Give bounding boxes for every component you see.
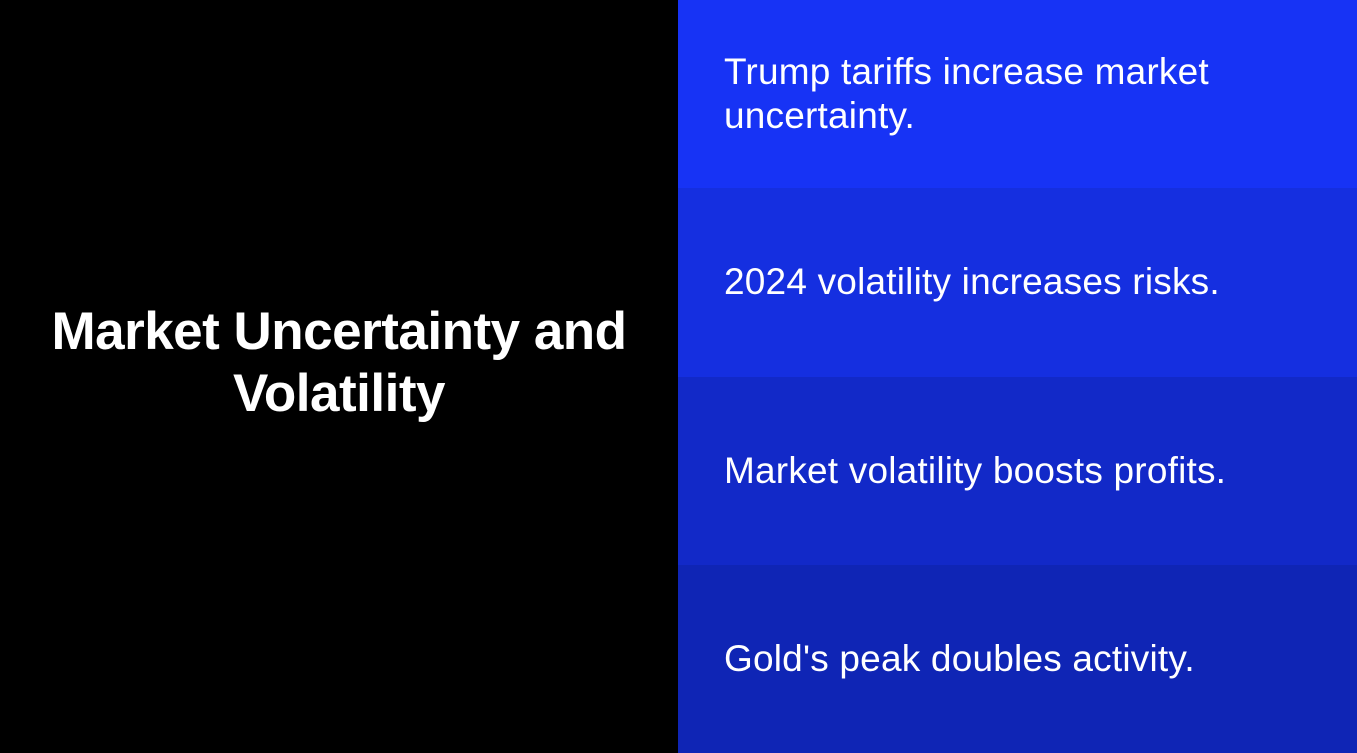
- slide-title: Market Uncertainty and Volatility: [51, 301, 627, 423]
- point-row: Market volatility boosts profits.: [678, 376, 1357, 565]
- point-text: Trump tariffs increase market uncertaint…: [724, 51, 1209, 137]
- point-text: 2024 volatility increases risks.: [724, 261, 1220, 303]
- title-panel: Market Uncertainty and Volatility: [0, 0, 678, 753]
- point-text: Gold's peak doubles activity.: [724, 637, 1195, 679]
- point-row: Gold's peak doubles activity.: [678, 564, 1357, 753]
- point-text: Market volatility boosts profits.: [724, 449, 1227, 491]
- point-row: 2024 volatility increases risks.: [678, 188, 1357, 377]
- point-row: Trump tariffs increase market uncertaint…: [678, 0, 1357, 189]
- points-panel: Trump tariffs increase market uncertaint…: [678, 0, 1357, 753]
